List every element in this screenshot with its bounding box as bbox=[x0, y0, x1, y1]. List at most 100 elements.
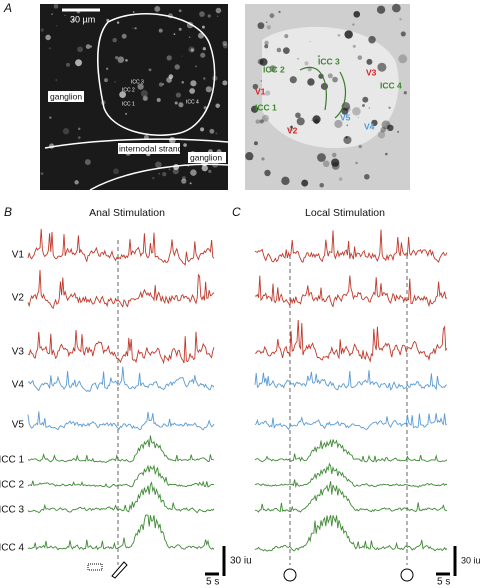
speck bbox=[362, 104, 365, 107]
speck bbox=[396, 130, 400, 133]
speck bbox=[284, 34, 289, 39]
speck bbox=[195, 65, 197, 68]
trace bbox=[27, 366, 215, 393]
speck bbox=[112, 37, 117, 43]
speck bbox=[119, 91, 126, 99]
speck bbox=[346, 124, 348, 126]
speck bbox=[207, 14, 211, 18]
speck bbox=[40, 172, 44, 175]
speck bbox=[199, 11, 205, 17]
speck bbox=[403, 91, 407, 95]
speck bbox=[307, 78, 315, 86]
image-label: ICC 2 bbox=[263, 64, 285, 74]
speck bbox=[255, 119, 261, 124]
speck bbox=[115, 56, 119, 60]
speck bbox=[261, 114, 269, 122]
speck bbox=[178, 27, 182, 31]
speck bbox=[331, 158, 340, 167]
speck bbox=[209, 128, 215, 134]
trace bbox=[254, 370, 448, 391]
speck bbox=[178, 9, 182, 13]
ganglion-outline bbox=[97, 12, 216, 136]
speck bbox=[77, 136, 81, 139]
speck bbox=[183, 143, 187, 147]
speck bbox=[252, 83, 259, 90]
speck bbox=[178, 102, 184, 108]
speck bbox=[257, 58, 264, 65]
speck bbox=[346, 107, 351, 112]
speck bbox=[72, 18, 75, 22]
speck bbox=[387, 124, 394, 132]
speck bbox=[245, 152, 254, 161]
speck bbox=[190, 169, 197, 176]
speck bbox=[317, 153, 326, 162]
speck bbox=[174, 101, 178, 105]
speck bbox=[106, 67, 109, 70]
speck bbox=[62, 128, 70, 135]
speck bbox=[377, 62, 387, 72]
speck bbox=[74, 180, 79, 185]
speck bbox=[116, 21, 120, 24]
speck bbox=[203, 77, 206, 80]
speck bbox=[368, 36, 376, 44]
speck bbox=[162, 83, 165, 85]
speck bbox=[148, 68, 152, 72]
speck bbox=[168, 168, 171, 171]
speck bbox=[175, 92, 181, 98]
trace bbox=[254, 275, 448, 308]
speck bbox=[385, 152, 388, 156]
speck bbox=[121, 33, 127, 39]
trace bbox=[27, 330, 215, 365]
speck bbox=[188, 46, 195, 53]
row-label: V1 bbox=[12, 250, 25, 261]
speck bbox=[77, 46, 83, 53]
speck bbox=[334, 119, 343, 128]
speck bbox=[189, 182, 192, 185]
speck bbox=[173, 33, 176, 36]
speck bbox=[399, 17, 402, 21]
trace bbox=[254, 514, 448, 552]
speck bbox=[352, 44, 356, 48]
speck bbox=[269, 13, 275, 19]
speck bbox=[358, 144, 362, 149]
row-label: V2 bbox=[12, 293, 25, 304]
speck bbox=[400, 31, 406, 37]
row-label: V5 bbox=[12, 420, 25, 431]
speck bbox=[174, 64, 180, 70]
speck bbox=[162, 172, 167, 177]
speck bbox=[172, 168, 179, 175]
speck bbox=[297, 57, 299, 60]
speck bbox=[77, 127, 81, 131]
speck bbox=[377, 131, 386, 139]
speck bbox=[337, 34, 341, 37]
speck bbox=[338, 177, 343, 181]
speck bbox=[276, 47, 282, 53]
speck bbox=[357, 55, 363, 60]
speck bbox=[344, 30, 353, 39]
speck bbox=[215, 132, 218, 135]
speck bbox=[222, 80, 228, 86]
speck bbox=[295, 112, 301, 119]
speck bbox=[307, 67, 312, 72]
speck bbox=[253, 141, 258, 146]
image-label: V5 bbox=[340, 112, 351, 122]
trace bbox=[254, 438, 448, 463]
speck bbox=[64, 14, 66, 17]
label-box bbox=[188, 152, 226, 163]
speck bbox=[51, 13, 53, 15]
speck bbox=[278, 10, 281, 14]
speck bbox=[290, 125, 293, 129]
speck bbox=[319, 182, 325, 188]
trace bbox=[254, 229, 448, 263]
panel-label: A bbox=[3, 1, 12, 15]
panel-title: Anal Stimulation bbox=[89, 207, 165, 219]
speck bbox=[371, 119, 378, 127]
speck bbox=[257, 22, 265, 30]
image-label: V4 bbox=[364, 121, 375, 131]
speck bbox=[215, 7, 222, 14]
speck bbox=[40, 28, 44, 32]
speck bbox=[282, 47, 290, 55]
speck bbox=[202, 47, 206, 51]
image-label: ICC 3 bbox=[131, 79, 144, 85]
